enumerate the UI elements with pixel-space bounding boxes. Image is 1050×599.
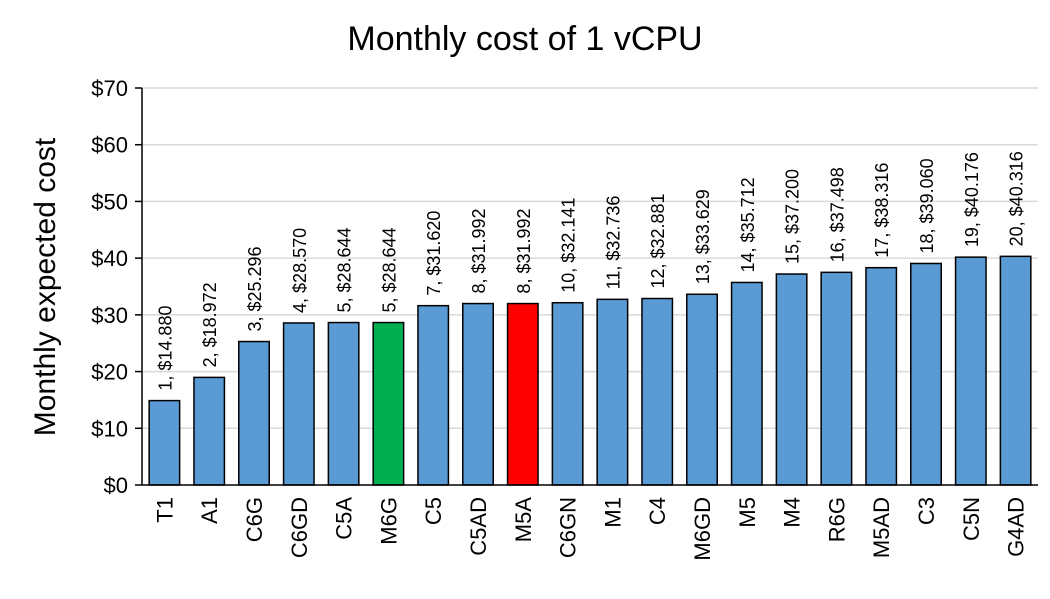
data-label: 17, $38.316 xyxy=(872,163,892,258)
axes xyxy=(141,88,1038,486)
bar-c6gn xyxy=(551,301,584,486)
y-tick-label: $50 xyxy=(91,189,128,214)
x-category-label: C5 xyxy=(421,497,446,525)
bar-m6g xyxy=(372,321,405,486)
x-category-label: M5AD xyxy=(869,497,894,558)
x-category-label: C5N xyxy=(959,497,984,541)
data-label: 5, $28.644 xyxy=(379,227,399,312)
data-labels: 1, $14.880 2, $18.972 3, $25.296 4, $28.570… xyxy=(155,151,1026,390)
bar-a1 xyxy=(193,376,226,486)
bar-c6gd xyxy=(282,322,315,486)
x-category-label: G4AD xyxy=(1004,497,1029,557)
bar-m5ad xyxy=(865,266,898,486)
data-label: 11, $32.736 xyxy=(603,196,623,290)
x-category-label: C3 xyxy=(914,497,939,525)
y-tick-label: $0 xyxy=(104,473,128,498)
x-category-label: R6G xyxy=(824,497,849,542)
data-label: 10, $32.141 xyxy=(559,198,579,293)
data-label: 8, $31.992 xyxy=(469,208,489,293)
chart-title: Monthly cost of 1 vCPU xyxy=(347,20,702,58)
data-label: 19, $40.176 xyxy=(962,152,982,247)
bar-t1 xyxy=(148,399,181,486)
bars xyxy=(148,255,1032,486)
y-tick-label: $70 xyxy=(91,76,128,101)
bar-m6gd xyxy=(686,293,718,486)
data-label: 7, $31.620 xyxy=(424,211,444,296)
bar-g4ad xyxy=(999,255,1032,486)
category-labels: T1 A1 C6G C6GD C5A M6G C5 C5AD M5A C6GN M1 C4 M6GD M5… xyxy=(152,497,1028,561)
x-category-label: C6GN xyxy=(556,497,581,558)
data-label: 4, $28.570 xyxy=(290,228,310,313)
y-tick-label: $20 xyxy=(91,360,128,385)
y-tick-label: $40 xyxy=(91,246,128,271)
bar-c6g xyxy=(238,340,270,486)
y-tick-label: $30 xyxy=(91,303,128,328)
data-label: 5, $28.644 xyxy=(335,227,355,312)
data-label: 18, $39.060 xyxy=(917,158,937,253)
y-tick-label: $10 xyxy=(91,416,128,441)
data-label: 12, $32.881 xyxy=(648,193,668,288)
bar-m5 xyxy=(730,281,763,486)
data-label: 2, $18.972 xyxy=(200,282,220,367)
y-axis-ticks: $0 $10 $20 $30 $40 $50 $60 $70 xyxy=(91,76,142,498)
bar-c4 xyxy=(641,297,674,486)
x-category-label: A1 xyxy=(197,497,222,524)
x-category-label: T1 xyxy=(152,497,177,523)
x-category-label: M5A xyxy=(511,497,536,543)
bar-c5ad xyxy=(462,302,494,486)
x-category-label: M5 xyxy=(735,497,760,528)
bar-c5n xyxy=(954,256,987,486)
bar-c5 xyxy=(417,304,450,486)
x-category-label: M1 xyxy=(600,497,625,528)
data-label: 15, $37.200 xyxy=(783,169,803,264)
bar-c5a xyxy=(327,321,360,486)
x-category-label: C5A xyxy=(332,497,357,540)
data-label: 13, $33.629 xyxy=(693,189,713,284)
x-category-label: M6G xyxy=(376,497,401,545)
x-category-label: M4 xyxy=(780,497,805,528)
data-label: 8, $31.992 xyxy=(514,208,534,293)
gridlines xyxy=(142,87,1038,430)
bar-m5a xyxy=(506,302,539,486)
x-category-label: C4 xyxy=(645,497,670,525)
x-category-label: M6GD xyxy=(690,497,715,561)
data-label: 20, $40.316 xyxy=(1007,151,1027,246)
bar-r6g xyxy=(820,271,853,486)
x-category-label: C6GD xyxy=(287,497,312,558)
data-label: 16, $37.498 xyxy=(827,167,847,262)
y-axis-title: Monthly expected cost xyxy=(29,137,62,436)
bar-m4 xyxy=(775,273,808,486)
bar-m1 xyxy=(596,298,629,486)
x-category-label: C6G xyxy=(242,497,267,542)
x-category-label: C5AD xyxy=(466,497,491,556)
data-label: 14, $35.712 xyxy=(738,177,758,272)
data-label: 1, $14.880 xyxy=(155,306,175,391)
bar-c3 xyxy=(910,262,942,486)
y-tick-label: $60 xyxy=(91,133,128,158)
data-label: 3, $25.296 xyxy=(245,246,265,331)
